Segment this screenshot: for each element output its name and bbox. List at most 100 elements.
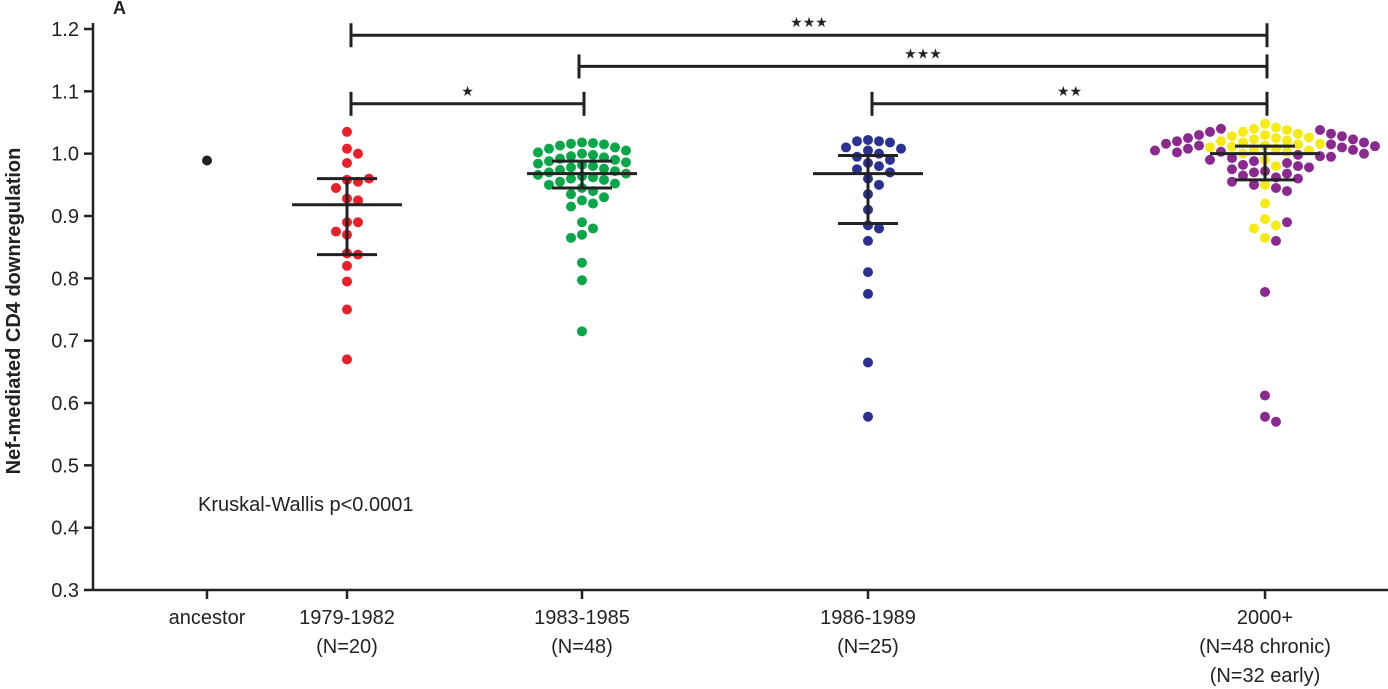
data-point [1282, 158, 1292, 169]
significance-stars: ★★★ [790, 15, 828, 31]
data-point [1227, 153, 1237, 164]
significance-stars: ★ [461, 84, 474, 100]
data-point [588, 198, 598, 209]
data-point [1370, 141, 1380, 152]
y-tick-label: 0.8 [51, 268, 79, 290]
x-category-label: 1979-1982 [299, 607, 395, 629]
data-point [1249, 223, 1259, 234]
data-point [1183, 143, 1193, 154]
x-category-label: ancestor [169, 607, 246, 629]
data-point [1282, 168, 1292, 179]
data-point [331, 226, 341, 237]
data-point [610, 154, 620, 165]
data-point [863, 267, 873, 278]
data-point [555, 176, 565, 187]
data-point [1271, 416, 1281, 427]
data-point [1315, 124, 1325, 135]
data-point [566, 232, 576, 243]
data-point [610, 178, 620, 189]
data-point [1293, 128, 1303, 139]
data-point [1260, 411, 1270, 422]
data-point [1260, 287, 1270, 298]
data-point [544, 143, 554, 154]
y-tick-label: 1.2 [51, 19, 79, 41]
data-point [1282, 135, 1292, 146]
data-point [599, 139, 609, 150]
x-category-label: (N=32 early) [1210, 665, 1321, 687]
data-point [1315, 138, 1325, 149]
data-point [1271, 235, 1281, 246]
y-tick-label: 0.4 [51, 518, 79, 540]
data-point [852, 164, 862, 175]
data-point [1216, 146, 1226, 157]
data-point [202, 155, 212, 166]
y-tick-label: 0.9 [51, 206, 79, 228]
x-category-label: (N=48 chronic) [1199, 636, 1331, 658]
data-point [1249, 179, 1259, 190]
data-point [353, 217, 363, 228]
data-point [566, 173, 576, 184]
data-point [1238, 126, 1248, 137]
data-point [1271, 161, 1281, 172]
data-point [1304, 132, 1314, 143]
data-point [331, 182, 341, 193]
data-point [1271, 133, 1281, 144]
data-point [1249, 123, 1259, 134]
panel-label: A [113, 0, 126, 18]
data-point [599, 174, 609, 185]
data-point [841, 142, 851, 153]
data-point [1227, 141, 1237, 152]
data-point [1260, 118, 1270, 129]
data-point [874, 148, 884, 159]
data-point [1359, 148, 1369, 159]
data-point [577, 217, 587, 228]
data-point [566, 138, 576, 149]
data-point [533, 158, 543, 169]
data-point [874, 161, 884, 172]
x-axis: ancestor 1979-1982 (N=20) 1983-1985 (N=48) 19… [93, 588, 1388, 687]
data-point [577, 257, 587, 268]
data-point [588, 149, 598, 160]
data-point [555, 140, 565, 151]
data-point [544, 179, 554, 190]
data-point [1271, 122, 1281, 133]
data-point [1260, 179, 1270, 190]
data-point [874, 179, 884, 190]
x-category-label: (N=48) [551, 636, 613, 658]
data-point [863, 288, 873, 299]
data-point [577, 275, 587, 286]
x-category-label: (N=25) [837, 636, 899, 658]
data-point [599, 192, 609, 203]
data-point [1150, 145, 1160, 156]
data-point [1260, 232, 1270, 243]
data-point [1326, 139, 1336, 150]
data-point [863, 411, 873, 422]
data-point [577, 195, 587, 206]
data-point [342, 143, 352, 154]
data-points [202, 118, 1380, 427]
y-tick-label: 1.0 [51, 144, 79, 166]
data-point [577, 137, 587, 148]
data-point [599, 163, 609, 174]
data-point [863, 145, 873, 156]
data-point [863, 357, 873, 368]
data-point [577, 148, 587, 159]
data-point [566, 151, 576, 162]
data-point [342, 276, 352, 287]
y-axis-title: Nef-mediated CD4 downregulation [3, 148, 25, 475]
data-point [1227, 131, 1237, 142]
data-point [342, 126, 352, 137]
data-point [588, 161, 598, 172]
significance-brackets: ★★★★★★★ ★★ [349, 15, 1269, 116]
data-point [1282, 186, 1292, 197]
data-point [577, 229, 587, 240]
data-point [342, 260, 352, 271]
data-point [1271, 182, 1281, 193]
data-point [863, 235, 873, 246]
data-point [566, 189, 576, 200]
data-point [588, 138, 598, 149]
data-point [1194, 140, 1204, 151]
data-point [1205, 126, 1215, 137]
data-point [1260, 390, 1270, 401]
